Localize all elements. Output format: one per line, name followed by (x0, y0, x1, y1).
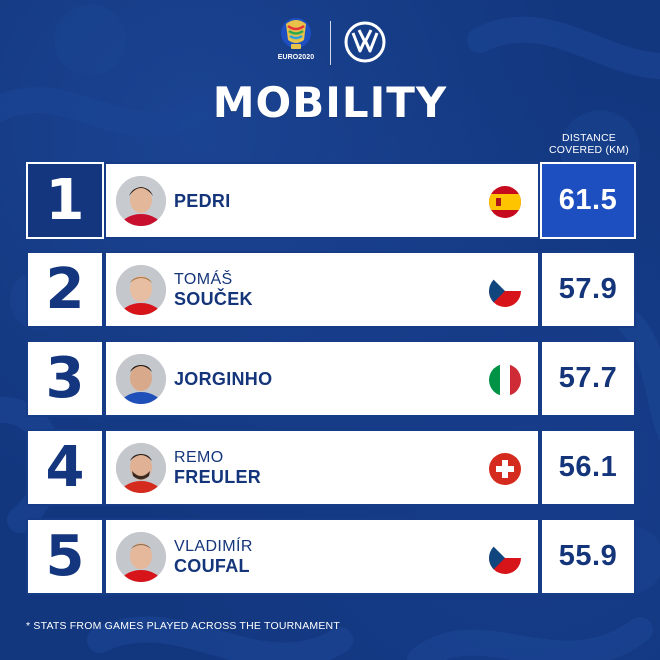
player-name: REMO FREULER (174, 431, 261, 504)
euro2020-logo: EURO2020 (276, 18, 316, 64)
rank-box: 3 (26, 340, 104, 417)
player-first-name: TOMÁŠ (174, 270, 233, 288)
player-name: VLADIMÍR COUFAL (174, 520, 253, 593)
player-box: JORGINHO (104, 340, 540, 417)
player-first-name: VLADIMÍR (174, 537, 253, 555)
euro2020-wordmark: EURO2020 (277, 54, 315, 61)
ranking-row-5: 5 VLADIMÍR COUFAL 55.9 (26, 518, 636, 595)
distance-column-header: DISTANCE COVERED (KM) (540, 132, 638, 156)
vw-logo-icon (344, 21, 386, 63)
player-photo-jorginho (116, 354, 166, 404)
player-name: PEDRI (174, 164, 231, 237)
player-box: TOMÁŠ SOUČEK (104, 251, 540, 328)
ranking-row-2: 2 TOMÁŠ SOUČEK 57.9 (26, 251, 636, 328)
column-header-line-2: COVERED (KM) (549, 144, 629, 156)
distance-value: 57.9 (558, 273, 618, 305)
player-name: JORGINHO (174, 342, 272, 415)
column-header-line-1: DISTANCE (562, 132, 616, 144)
player-avatar (116, 354, 166, 404)
player-photo-freuler (116, 443, 166, 493)
distance-box: 57.7 (540, 340, 636, 417)
trophy-icon (281, 18, 311, 49)
player-avatar (116, 176, 166, 226)
spain-flag-icon (489, 186, 521, 218)
distance-value: 55.9 (558, 540, 618, 572)
player-box: REMO FREULER (104, 429, 540, 506)
footnote: * STATS FROM GAMES PLAYED ACROSS THE TOU… (26, 620, 340, 632)
player-photo-soucek (116, 265, 166, 315)
rank-box: 4 (26, 429, 104, 506)
player-box: PEDRI (104, 162, 540, 239)
ranking-row-4: 4 REMO FREULER 56.1 (26, 429, 636, 506)
distance-value: 57.7 (558, 362, 618, 394)
rank-box: 5 (26, 518, 104, 595)
player-last-name: PEDRI (174, 190, 231, 211)
czech-flag-icon (489, 275, 521, 307)
player-photo-coufal (116, 532, 166, 582)
player-last-name: SOUČEK (174, 288, 253, 309)
player-avatar (116, 532, 166, 582)
player-first-name: REMO (174, 448, 224, 466)
rank-number: 3 (45, 345, 85, 411)
rank-box: 2 (26, 251, 104, 328)
rank-number: 4 (45, 434, 85, 500)
player-last-name: JORGINHO (174, 368, 273, 389)
player-avatar (116, 443, 166, 493)
rank-number: 5 (45, 523, 85, 589)
ranking-row-3: 3 JORGINHO 57.7 (26, 340, 636, 417)
header: EURO2020 (0, 18, 660, 66)
distance-box: 55.9 (540, 518, 636, 595)
player-avatar (116, 265, 166, 315)
rank-number: 2 (45, 256, 85, 322)
rank-box: 1 (26, 162, 104, 239)
distance-box: 61.5 (540, 162, 636, 239)
distance-value: 61.5 (558, 184, 618, 216)
page-title: MOBILITY (212, 78, 448, 127)
player-box: VLADIMÍR COUFAL (104, 518, 540, 595)
rank-number: 1 (45, 167, 85, 233)
czech-flag-icon (489, 542, 521, 574)
distance-value: 56.1 (558, 451, 618, 483)
italy-flag-icon (489, 364, 521, 396)
player-photo-pedri (116, 176, 166, 226)
player-name: TOMÁŠ SOUČEK (174, 253, 253, 326)
ranking-row-1: 1 PEDRI 61.5 (26, 162, 636, 239)
switzerland-flag-icon (489, 453, 521, 485)
player-last-name: COUFAL (174, 555, 250, 576)
distance-box: 56.1 (540, 429, 636, 506)
distance-box: 57.9 (540, 251, 636, 328)
player-last-name: FREULER (174, 466, 262, 487)
logo-divider (330, 21, 331, 65)
